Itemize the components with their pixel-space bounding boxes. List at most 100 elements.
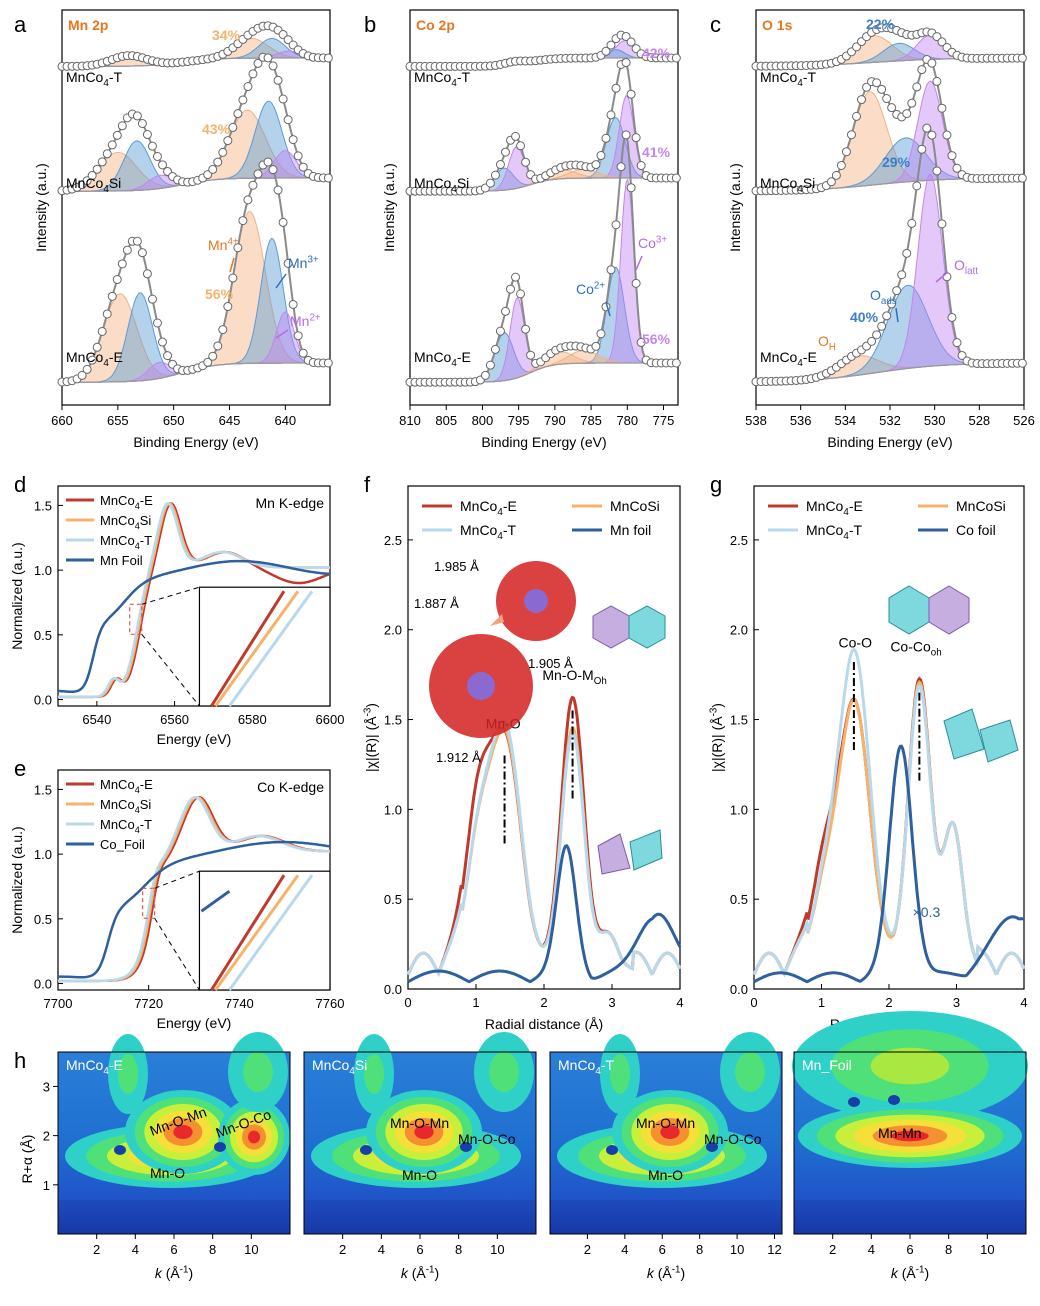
data-point: [293, 331, 303, 341]
y-tick-label: 1.0: [730, 802, 748, 817]
x-tick-label: 775: [653, 413, 675, 428]
mn-atom-icon: [524, 589, 548, 613]
legend-label: MnCo4​-E: [460, 498, 517, 518]
panel-letter-a: a: [14, 12, 27, 37]
data-point: [636, 337, 646, 347]
heat-blob: [173, 1125, 193, 1139]
data-point: [243, 82, 253, 92]
data-point: [606, 40, 616, 50]
rdf-curve: [407, 844, 682, 984]
y-tick-label: 0.5: [384, 892, 402, 907]
x-tick-label: 8: [455, 1242, 462, 1257]
arrow: [275, 273, 287, 289]
data-point: [238, 216, 248, 226]
x-tick-label: 6: [906, 1242, 913, 1257]
x-tick-label: 1: [472, 995, 479, 1010]
data-point: [621, 31, 631, 41]
heatmap-peak-label: Mn-O-Mn: [390, 1115, 449, 1131]
data-point: [511, 131, 521, 141]
data-point: [323, 173, 333, 183]
heat-blob: [243, 1052, 273, 1092]
low-band: [794, 1200, 1026, 1234]
x-tick-label: 660: [51, 413, 73, 428]
x-tick-label: 8: [945, 1242, 952, 1257]
x-tick-label: 6: [659, 1242, 666, 1257]
data-point: [1017, 358, 1027, 368]
x-tick-label: 800: [472, 413, 494, 428]
sample-name-label: MnCo4​-T: [760, 69, 816, 89]
x-tick-label: 6: [170, 1242, 177, 1257]
inset-box: [198, 586, 331, 707]
x-tick-label: 10: [980, 1242, 994, 1257]
panel-a: 660 655 650 645 640 Binding Energy (eV) Intens…: [33, 9, 333, 450]
data-point: [288, 299, 298, 309]
data-point: [132, 111, 142, 121]
y-axis-label: Normalized (a.u.): [9, 826, 25, 933]
y-tick-label: 0.0: [730, 982, 748, 997]
data-point: [223, 136, 233, 146]
x-tick-label: 810: [399, 413, 421, 428]
spectrum-line: [57, 559, 330, 693]
heatmap-x-axis-label: k (Å-1​): [401, 1264, 439, 1281]
heatmap-peak-label: Mn-O: [402, 1167, 437, 1183]
data-point: [97, 326, 107, 336]
data-point: [826, 177, 836, 187]
plot-frame: [409, 9, 679, 406]
annotation-mn4: Mn4+​: [208, 236, 239, 253]
x-tick-label: 6: [416, 1242, 423, 1257]
data-point: [495, 326, 505, 336]
panel-d: 6540 6560 6580 6600 0.0 0.5 1.0 1.5 Energy (eV) N…: [9, 485, 345, 747]
sample-name-label: MnCo4​-E: [760, 349, 817, 369]
data-point: [268, 61, 278, 71]
data-point: [228, 122, 238, 132]
data-point: [942, 272, 952, 282]
panel-b: 810 805 800 795 790 785 780 775 Binding Energy (…: [381, 9, 681, 450]
bond-length-label: 1.887 Å: [414, 596, 459, 611]
data-point: [480, 370, 490, 380]
data-point: [112, 130, 122, 140]
x-tick-label: 10: [490, 1242, 504, 1257]
data-point: [616, 162, 626, 172]
x-tick-label: 3: [608, 995, 615, 1010]
x-tick-label: 2: [584, 1242, 591, 1257]
data-point: [490, 170, 500, 180]
heatmap-x-axis-label: k (Å-1​): [891, 1264, 929, 1281]
data-point: [107, 140, 117, 150]
data-point: [82, 364, 92, 374]
heatmap-2: MnCo4​-T Mn-O-Mn Mn-O-Co Mn-O 2 4 6 8 10 12 k (Å-1…: [549, 1032, 783, 1281]
legend-label: MnCo4​-E: [100, 777, 153, 795]
arrow: [635, 255, 643, 271]
data-point: [102, 309, 112, 319]
data-point: [937, 103, 947, 113]
scale-note: ×0.3: [913, 904, 941, 920]
x-axis-label: Energy (eV): [157, 731, 232, 747]
x-tick-label: 6580: [238, 712, 267, 727]
data-point: [233, 243, 243, 253]
plot-frame: [61, 9, 331, 406]
y-tick-label: 1.5: [34, 782, 52, 797]
data-point: [132, 236, 142, 246]
x-tick-label: 785: [580, 413, 602, 428]
x-tick-label: 530: [924, 413, 946, 428]
low-band: [550, 1200, 782, 1234]
peak-label-mn-o-m: Mn-O-MOh​: [542, 667, 606, 687]
data-point: [922, 123, 932, 133]
inset-line: [214, 590, 300, 707]
arrow: [895, 307, 899, 323]
y-axis-label: Intensity (a.u.): [381, 163, 397, 252]
data-point: [836, 160, 846, 170]
data-point: [952, 163, 962, 173]
data-point: [500, 306, 510, 316]
data-point: [957, 350, 967, 360]
x-tick-label: 7740: [225, 996, 254, 1011]
legend-label: MnCo4​-T: [806, 522, 862, 542]
x-axis-label: Radial distance (Å): [485, 1016, 603, 1032]
percentage-label: 34%: [212, 27, 241, 43]
minimum-blob: [360, 1145, 372, 1155]
y-tick-label: 1.5: [384, 713, 402, 728]
x-tick-label: 2: [885, 995, 892, 1010]
x-tick-label: 780: [616, 413, 638, 428]
x-tick-label: 6600: [316, 712, 345, 727]
data-point: [102, 149, 112, 159]
data-point: [601, 46, 611, 56]
